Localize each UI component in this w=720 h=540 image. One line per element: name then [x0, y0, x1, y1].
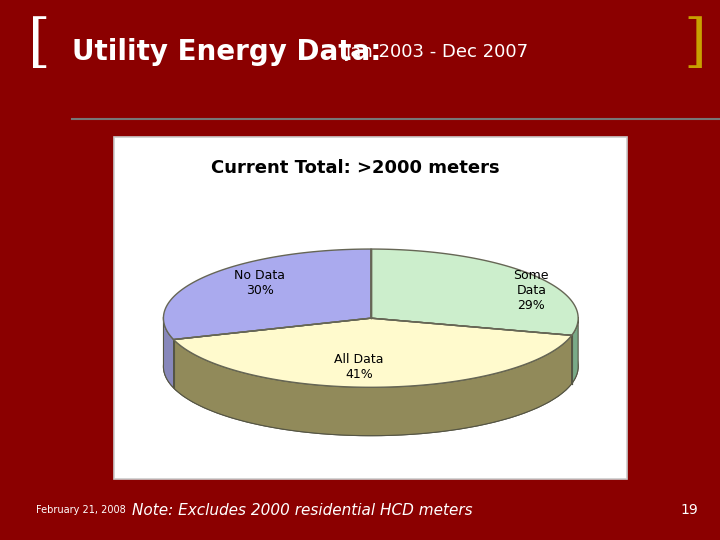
- Polygon shape: [174, 335, 572, 436]
- Text: All Data
41%: All Data 41%: [334, 353, 384, 381]
- Text: Utility Energy Data:: Utility Energy Data:: [72, 38, 382, 66]
- FancyBboxPatch shape: [114, 137, 627, 479]
- Text: No Data
30%: No Data 30%: [234, 269, 285, 298]
- Text: ]: ]: [683, 16, 706, 72]
- Text: February 21, 2008: February 21, 2008: [36, 505, 126, 515]
- Text: Note: Excludes 2000 residential HCD meters: Note: Excludes 2000 residential HCD mete…: [132, 503, 473, 518]
- Text: Jan 2003 - Dec 2007: Jan 2003 - Dec 2007: [346, 43, 528, 61]
- Text: 19: 19: [680, 503, 698, 517]
- Text: [: [: [28, 16, 51, 72]
- Polygon shape: [163, 317, 174, 388]
- Polygon shape: [163, 249, 371, 340]
- Text: Some
Data
29%: Some Data 29%: [513, 269, 549, 312]
- Polygon shape: [174, 318, 572, 387]
- Polygon shape: [572, 317, 578, 384]
- Polygon shape: [371, 249, 578, 335]
- Ellipse shape: [163, 298, 578, 436]
- Text: Current Total: >2000 meters: Current Total: >2000 meters: [211, 159, 500, 177]
